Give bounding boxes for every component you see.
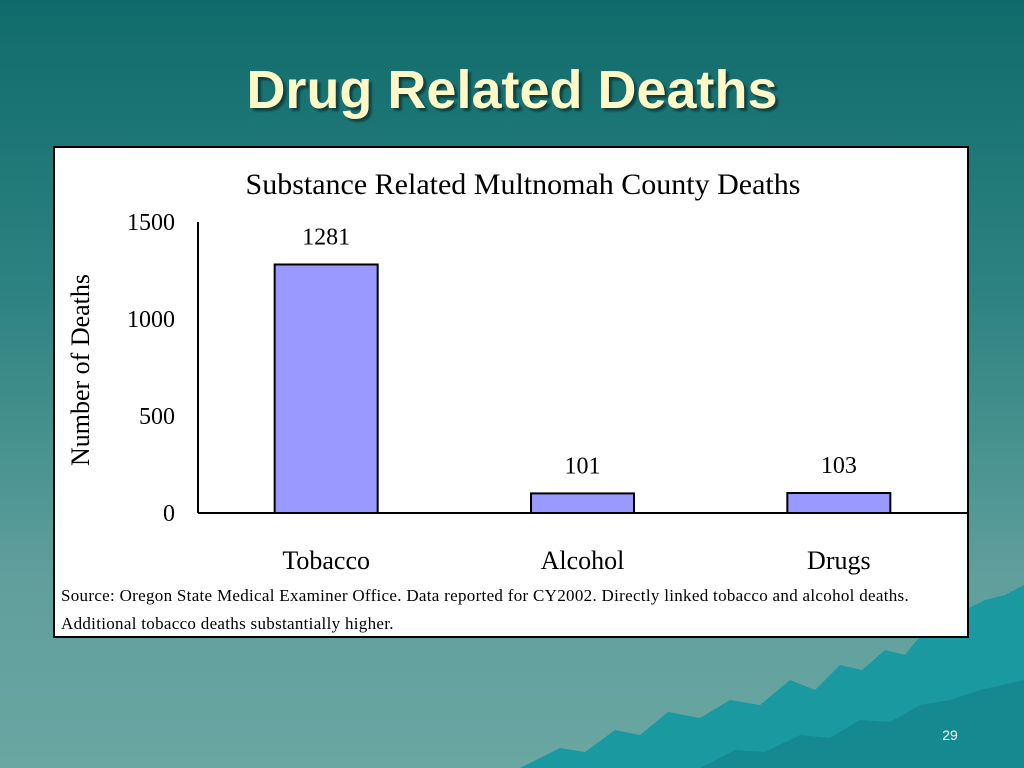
y-tick-label: 0 — [163, 501, 175, 527]
x-tick-labels: Tobacco Alcohol Drugs — [282, 546, 870, 575]
bar-tobacco — [273, 263, 379, 514]
x-tick-label: Tobacco — [282, 546, 370, 575]
y-tick-label: 1000 — [127, 307, 175, 333]
bars — [273, 263, 892, 515]
x-tick-label: Alcohol — [541, 546, 625, 575]
slide-number: 29 — [942, 727, 958, 743]
bar-value-label: 103 — [821, 453, 857, 479]
chart-panel: Substance Related Multnomah County Death… — [53, 146, 969, 638]
y-tick-label: 500 — [139, 404, 175, 430]
bar-value-label: 1281 — [302, 224, 350, 250]
y-tick-label: 1500 — [127, 210, 175, 236]
y-axis-label: Number of Deaths — [66, 274, 95, 466]
bar-drugs — [786, 492, 892, 515]
y-tick-labels: 0 500 1000 1500 — [127, 210, 175, 527]
bar-data-labels: 1281 101 103 — [302, 224, 857, 479]
chart-title: Substance Related Multnomah County Death… — [246, 168, 801, 201]
bar-alcohol — [530, 492, 635, 515]
bar-chart: Substance Related Multnomah County Death… — [66, 168, 967, 575]
source-note: Source: Oregon State Medical Examiner Of… — [61, 586, 910, 633]
x-tick-label: Drugs — [807, 546, 871, 575]
slide-title: Drug Related Deaths — [246, 60, 778, 120]
bar-value-label: 101 — [565, 453, 601, 479]
